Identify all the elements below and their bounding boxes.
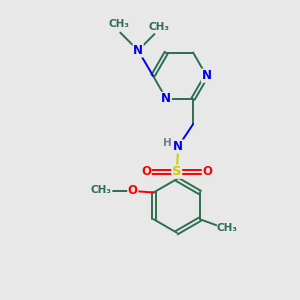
Text: CH₃: CH₃ (108, 19, 129, 29)
Text: N: N (202, 69, 212, 82)
Text: O: O (141, 165, 151, 178)
Text: CH₃: CH₃ (216, 223, 237, 233)
Text: CH₃: CH₃ (148, 22, 170, 32)
Text: O: O (202, 165, 212, 178)
Text: N: N (173, 140, 183, 153)
Text: N: N (133, 44, 143, 57)
Text: N: N (161, 92, 171, 105)
Text: CH₃: CH₃ (91, 184, 112, 194)
Text: S: S (172, 165, 182, 178)
Text: H: H (164, 138, 172, 148)
Text: O: O (128, 184, 138, 197)
